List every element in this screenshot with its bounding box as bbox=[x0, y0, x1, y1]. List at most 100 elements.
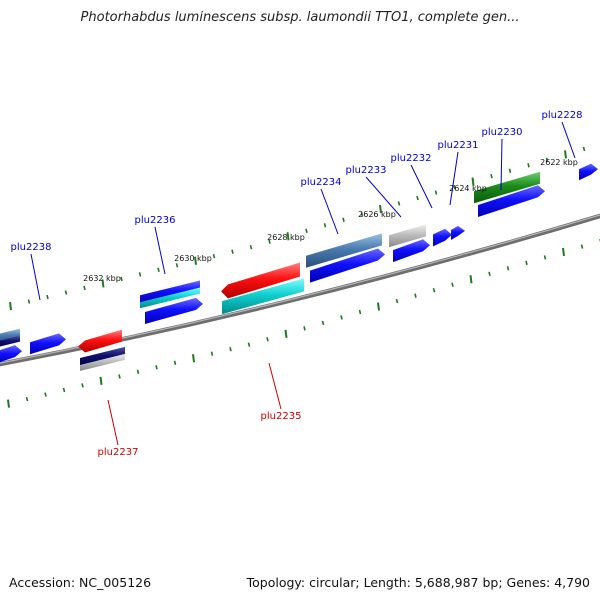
cds-feature[interactable] bbox=[78, 329, 122, 353]
minor-tick bbox=[397, 201, 401, 206]
minor-tick bbox=[323, 223, 327, 228]
minor-tick bbox=[582, 146, 586, 152]
major-tick bbox=[192, 354, 195, 363]
minor-tick bbox=[321, 320, 325, 326]
gene-feature[interactable] bbox=[389, 224, 426, 248]
gene-feature[interactable] bbox=[0, 328, 20, 343]
minor-tick bbox=[136, 369, 140, 375]
major-tick bbox=[9, 301, 12, 311]
gene-label-plu2234[interactable]: plu2234 bbox=[301, 177, 342, 188]
minor-tick bbox=[44, 392, 47, 397]
gene-feature[interactable] bbox=[222, 278, 304, 315]
leader-line bbox=[30, 253, 41, 301]
gene-feature[interactable] bbox=[140, 287, 200, 309]
major-tick bbox=[7, 399, 10, 408]
cds-feature[interactable] bbox=[579, 163, 598, 181]
gene-feature[interactable] bbox=[306, 233, 382, 268]
tick-label: 2624 kbp bbox=[449, 184, 487, 193]
rna-feature[interactable] bbox=[474, 171, 540, 204]
major-tick bbox=[562, 247, 565, 257]
cds-feature[interactable] bbox=[451, 225, 465, 241]
gene-feature[interactable] bbox=[0, 335, 20, 348]
minor-tick bbox=[525, 260, 528, 266]
minor-tick bbox=[432, 287, 436, 293]
minor-tick bbox=[543, 255, 547, 260]
minor-tick bbox=[580, 244, 584, 249]
cds-feature[interactable] bbox=[30, 333, 66, 355]
major-tick bbox=[377, 302, 380, 311]
minor-tick bbox=[305, 228, 308, 233]
gene-label-plu2235[interactable]: plu2235 bbox=[261, 411, 302, 422]
leader-line bbox=[320, 188, 339, 235]
major-tick bbox=[379, 204, 382, 214]
gene-label-plu2238[interactable]: plu2238 bbox=[11, 242, 52, 253]
accession-label: Accession: NC_005126 bbox=[9, 575, 152, 590]
leader-line bbox=[154, 226, 166, 275]
feature-track bbox=[0, 163, 598, 371]
gene-feature[interactable] bbox=[140, 280, 200, 304]
minor-tick bbox=[340, 315, 343, 320]
cds-feature[interactable] bbox=[433, 228, 452, 247]
minor-tick bbox=[247, 342, 251, 347]
minor-tick bbox=[395, 298, 399, 304]
minor-tick bbox=[416, 195, 419, 201]
leader-line bbox=[107, 399, 119, 446]
gene-feature[interactable] bbox=[80, 346, 125, 366]
minor-tick bbox=[138, 272, 142, 277]
gene-label-plu2231[interactable]: plu2231 bbox=[438, 140, 479, 151]
minor-tick bbox=[358, 309, 362, 315]
cds-feature[interactable] bbox=[478, 185, 545, 218]
minor-tick bbox=[249, 244, 253, 250]
minor-tick bbox=[303, 326, 306, 331]
tick-label: 2626 kbp bbox=[358, 210, 396, 219]
cds-feature[interactable] bbox=[145, 297, 203, 325]
cds-feature[interactable] bbox=[310, 248, 385, 283]
gene-label-plu2230[interactable]: plu2230 bbox=[482, 127, 523, 138]
major-tick bbox=[284, 329, 288, 338]
minor-tick bbox=[229, 347, 232, 352]
map-title: Photorhabdus luminescens subsp. laumondi… bbox=[80, 10, 520, 25]
gene-label-plu2237[interactable]: plu2237 bbox=[98, 447, 139, 458]
cds-feature[interactable] bbox=[393, 239, 430, 263]
gene-label-plu2228[interactable]: plu2228 bbox=[542, 110, 583, 121]
minor-tick bbox=[527, 163, 530, 168]
minor-tick bbox=[434, 190, 438, 195]
cds-feature[interactable] bbox=[0, 345, 22, 364]
genome-summary: Topology: circular; Length: 5,688,987 bp… bbox=[246, 575, 590, 590]
minor-tick bbox=[27, 299, 31, 304]
tick-track-outer bbox=[9, 146, 586, 311]
cds-feature[interactable] bbox=[221, 262, 300, 299]
major-tick bbox=[564, 150, 567, 159]
minor-tick bbox=[210, 351, 214, 356]
tick-label: 2622 kbp bbox=[540, 158, 578, 167]
minor-tick bbox=[83, 285, 86, 291]
minor-tick bbox=[488, 271, 491, 276]
minor-tick bbox=[118, 374, 121, 379]
minor-tick bbox=[62, 387, 66, 393]
gene-label-plu2233[interactable]: plu2233 bbox=[346, 165, 387, 176]
genome-backbone bbox=[0, 213, 600, 367]
minor-tick bbox=[453, 184, 456, 190]
gene-label-plu2236[interactable]: plu2236 bbox=[135, 215, 176, 226]
major-tick bbox=[194, 256, 197, 265]
gene-feature[interactable] bbox=[80, 353, 125, 371]
tick-track-inner bbox=[7, 239, 600, 408]
leader-line bbox=[561, 121, 576, 159]
gene-label-plu2232[interactable]: plu2232 bbox=[391, 153, 432, 164]
major-tick bbox=[101, 279, 105, 288]
minor-tick bbox=[506, 266, 510, 271]
leader-line bbox=[449, 151, 459, 206]
minor-tick bbox=[173, 360, 177, 365]
major-tick bbox=[99, 376, 103, 386]
minor-tick bbox=[175, 263, 179, 268]
minor-tick bbox=[81, 383, 84, 388]
tick-label: 2628 kbp bbox=[267, 233, 305, 242]
minor-tick bbox=[268, 239, 271, 244]
minor-tick bbox=[155, 365, 158, 370]
minor-tick bbox=[451, 282, 454, 287]
minor-tick bbox=[490, 174, 493, 179]
tick-labels: 2622 kbp 2624 kbp 2626 kbp 2628 kbp 2630 kbp… bbox=[83, 158, 578, 283]
major-tick bbox=[286, 232, 290, 241]
